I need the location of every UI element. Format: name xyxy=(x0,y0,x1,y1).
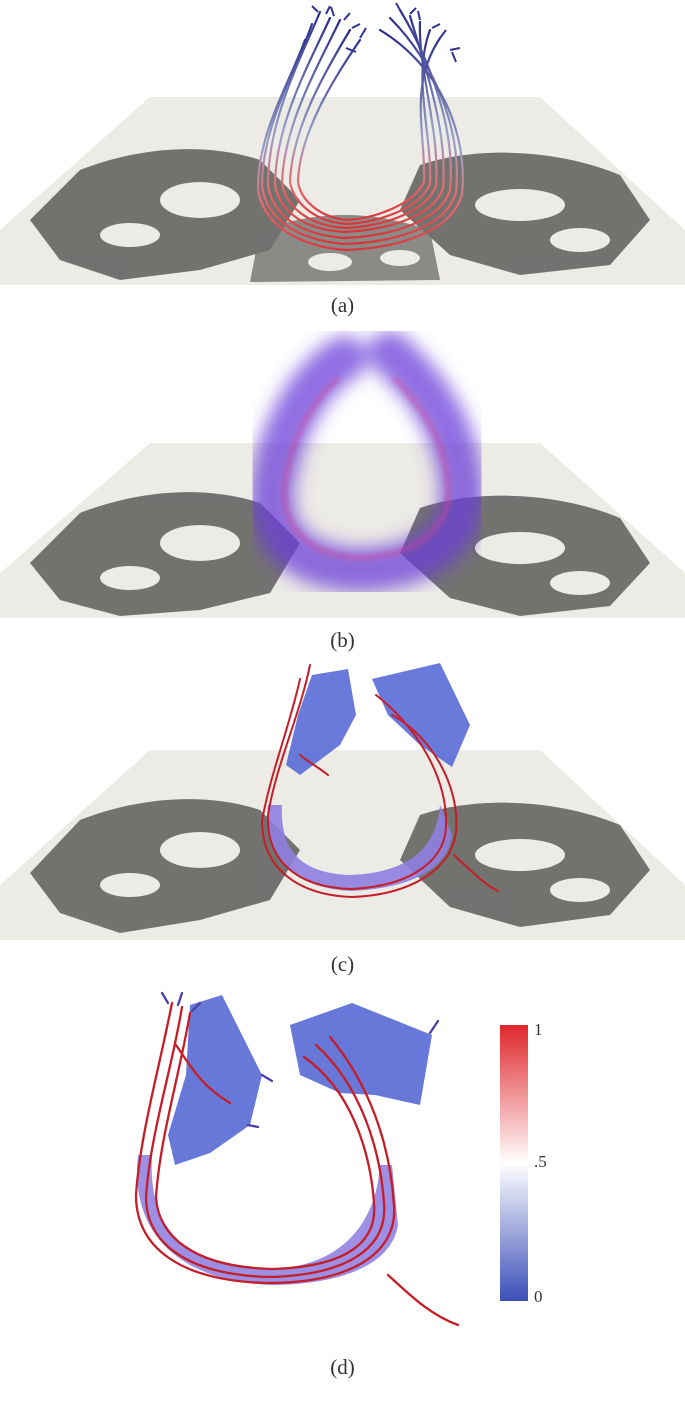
tract-surface-bottom xyxy=(137,1155,398,1285)
colorbar-label-mid: .5 xyxy=(534,1152,547,1171)
tract-surface-bottom xyxy=(267,805,452,891)
colorbar-label-bottom: 0 xyxy=(534,1287,543,1306)
panel-a xyxy=(0,0,685,290)
panel-d-render xyxy=(134,991,460,1327)
colorbar xyxy=(500,1025,528,1301)
tract-surface-left xyxy=(286,669,356,775)
tract-surface-right xyxy=(372,663,470,767)
volume-tract xyxy=(249,331,485,593)
panel-d xyxy=(0,985,685,1350)
panel-c xyxy=(0,655,685,945)
tract-surface-right xyxy=(290,1003,432,1105)
panel-c-caption: (c) xyxy=(330,952,355,976)
red-streamlines xyxy=(134,1001,460,1327)
colorbar-label-top: 1 xyxy=(534,1020,543,1039)
tissue-pattern xyxy=(30,799,650,933)
panel-b-render xyxy=(0,331,685,618)
colorbar-gradient xyxy=(500,1025,528,1301)
tract-surface-left xyxy=(168,995,262,1165)
panel-b xyxy=(0,318,685,618)
volume-core xyxy=(280,375,452,562)
red-streamlines xyxy=(260,664,499,899)
panel-d-caption: (d) xyxy=(330,1355,355,1379)
blue-fiber-ends xyxy=(160,991,440,1129)
panel-a-caption: (a) xyxy=(330,293,355,317)
panel-b-caption: (b) xyxy=(330,628,355,652)
panel-c-render xyxy=(0,663,685,940)
fiber-tips xyxy=(311,2,461,63)
fiber-streamlines xyxy=(256,8,464,252)
panel-a-render xyxy=(0,2,685,285)
